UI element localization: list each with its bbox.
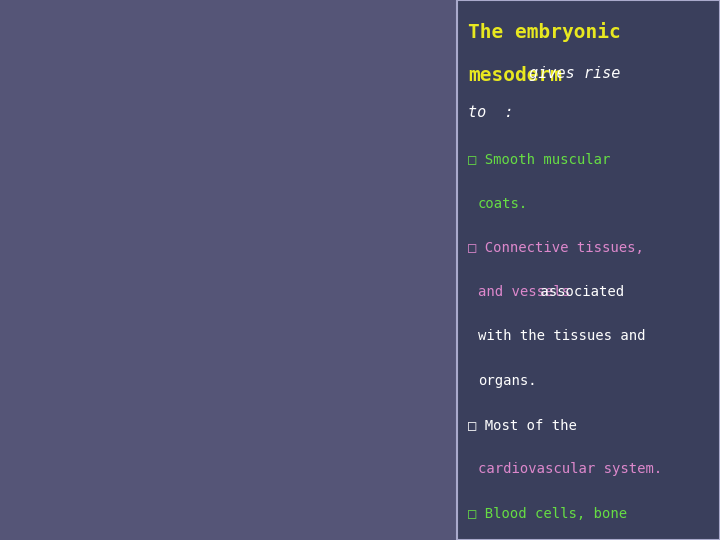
Text: associated: associated: [531, 285, 624, 299]
Text: □ Blood cells, bone: □ Blood cells, bone: [468, 507, 627, 521]
Text: to  :: to :: [468, 105, 513, 120]
Text: gives rise: gives rise: [521, 66, 621, 81]
Text: □ Most of the: □ Most of the: [468, 418, 577, 432]
Text: and vessels: and vessels: [478, 285, 570, 299]
Text: cardiovascular system.: cardiovascular system.: [478, 462, 662, 476]
Text: with the tissues and: with the tissues and: [478, 329, 645, 343]
FancyBboxPatch shape: [0, 0, 457, 540]
Text: coats.: coats.: [478, 197, 528, 211]
Text: mesoderm: mesoderm: [468, 66, 562, 85]
Text: □ Connective tissues,: □ Connective tissues,: [468, 241, 644, 255]
Text: The embryonic: The embryonic: [468, 22, 621, 42]
FancyBboxPatch shape: [457, 0, 720, 540]
Text: organs.: organs.: [478, 374, 536, 388]
Text: □ Smooth muscular: □ Smooth muscular: [468, 152, 611, 166]
